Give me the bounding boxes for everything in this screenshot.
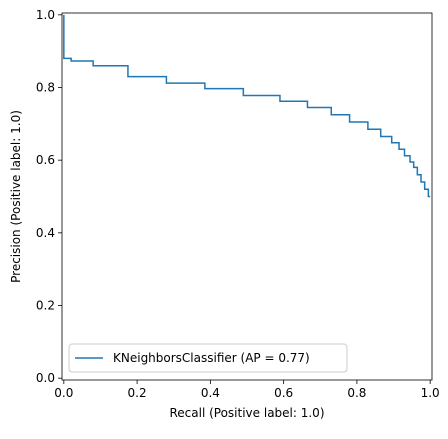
y-tick-label: 0.2 (36, 299, 55, 313)
y-axis-title: Precision (Positive label: 1.0) (9, 110, 23, 283)
x-axis-title: Recall (Positive label: 1.0) (169, 406, 324, 420)
y-tick-label: 0.4 (36, 226, 55, 240)
axes-frame (61, 12, 433, 381)
series-line-0 (63, 14, 431, 198)
y-tick-label: 0.8 (36, 80, 55, 94)
legend-box (68, 343, 348, 373)
x-tick-label: 0.0 (54, 386, 73, 400)
y-axis-ticks: 0.0 0.2 0.4 0.6 0.8 1.0 (36, 8, 62, 385)
x-tick-label: 0.2 (128, 386, 147, 400)
legend: KNeighborsClassifier (AP = 0.77) (68, 343, 348, 373)
plot-area (61, 12, 433, 381)
legend-label: KNeighborsClassifier (AP = 0.77) (113, 351, 310, 365)
x-tick-label: 0.8 (347, 386, 366, 400)
x-tick-label: 0.4 (201, 386, 220, 400)
x-tick-label: 1.0 (421, 386, 440, 400)
x-tick-label: 0.6 (274, 386, 293, 400)
y-tick-label: 0.0 (36, 371, 55, 385)
x-axis-ticks: 0.0 0.2 0.4 0.6 0.8 1.0 (54, 380, 440, 400)
y-tick-label: 0.6 (36, 153, 55, 167)
y-tick-label: 1.0 (36, 8, 55, 22)
